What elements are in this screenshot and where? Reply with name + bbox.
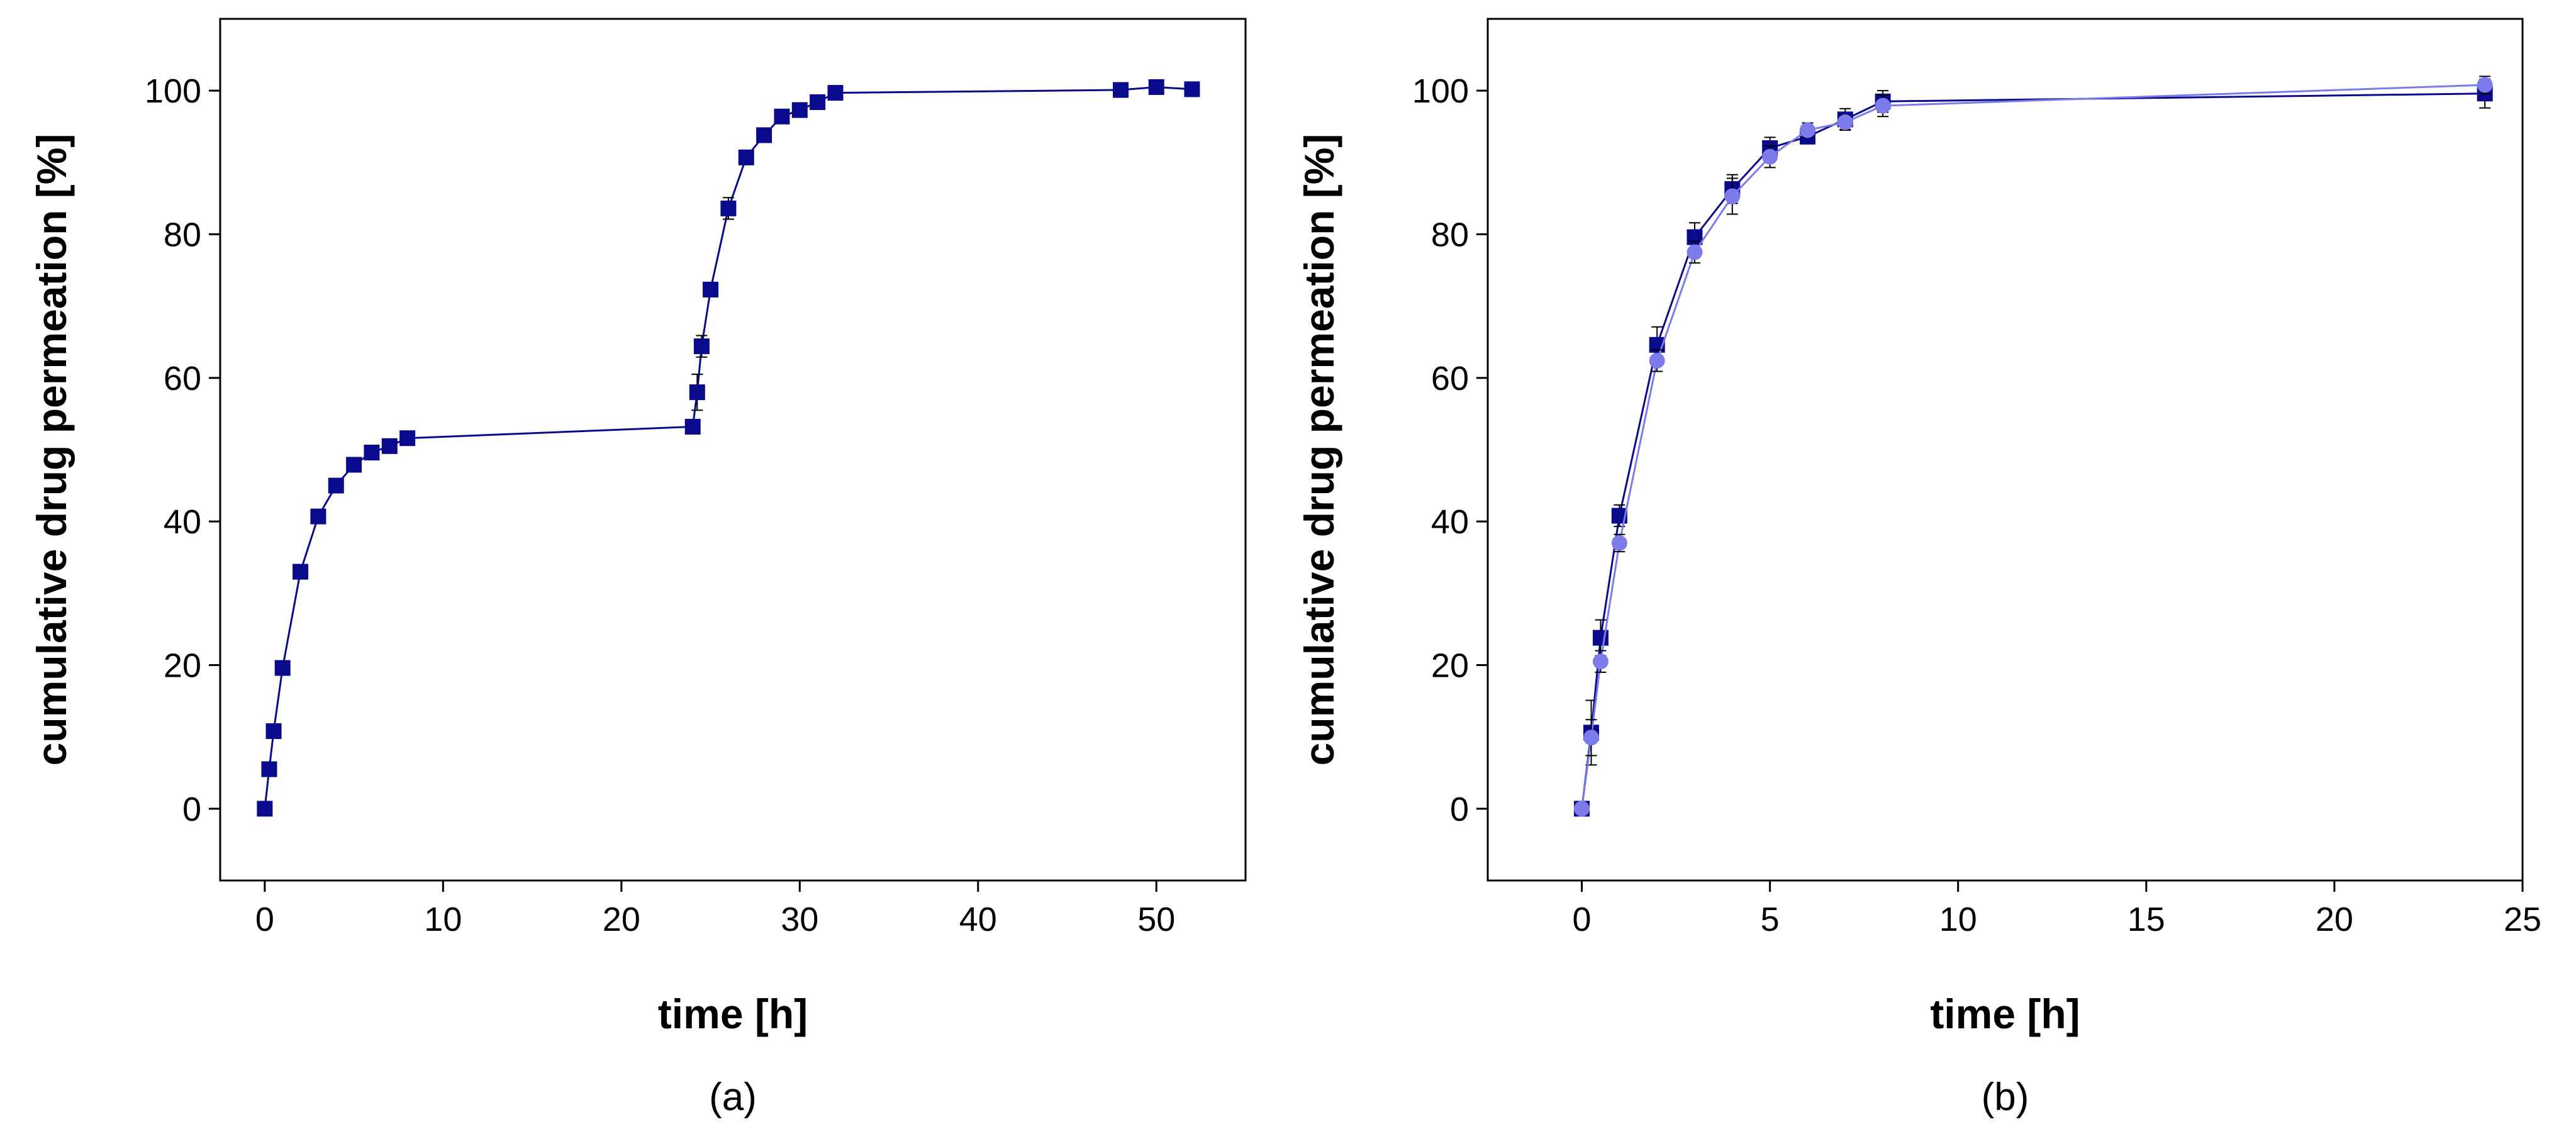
data-point [293, 564, 309, 580]
data-point [1184, 81, 1200, 97]
chart-panel-a: 0 10 20 30 40 50 0 20 40 60 80 100 time [h] cumulativ… [28, 18, 1247, 1119]
x-tick-label: 0 [1573, 901, 1592, 938]
x-tick-label: 10 [1939, 901, 1977, 938]
x-tick-label: 25 [2504, 901, 2541, 938]
data-point [684, 418, 701, 435]
data-point [310, 508, 326, 525]
x-tick-label: 5 [1761, 901, 1780, 938]
x-axis-title: time [h] [1930, 991, 2080, 1037]
series-line [1581, 92, 2485, 809]
y-tick-label: 60 [164, 360, 201, 397]
y-tick-label: 0 [1450, 791, 1469, 828]
y-axis-title: cumulative drug permeation [%] [1296, 134, 1342, 766]
data-point [381, 438, 398, 454]
data-point [1724, 188, 1741, 204]
data-point [689, 384, 705, 401]
data-point [1583, 730, 1599, 746]
x-tick-label: 20 [2316, 901, 2353, 938]
data-point [364, 445, 380, 461]
data-point [1837, 114, 1853, 130]
x-tick-label: 20 [603, 901, 640, 938]
series-line [1581, 84, 2485, 809]
data-point [1799, 122, 1815, 138]
data-point [774, 108, 790, 125]
data-point [261, 761, 277, 777]
y-tick-label: 80 [1431, 216, 1469, 254]
y-tick-label: 80 [164, 216, 201, 254]
y-tick-label: 40 [164, 503, 201, 541]
y-tick-label: 40 [1431, 503, 1469, 541]
data-point [1649, 352, 1665, 369]
x-axis-title: time [h] [658, 991, 808, 1037]
data-point [265, 723, 282, 740]
data-point [1113, 82, 1129, 98]
x-tick-label: 0 [255, 901, 274, 938]
data-point [2477, 77, 2493, 93]
data-point [1611, 535, 1627, 551]
y-tick-label: 100 [1412, 72, 1469, 110]
x-tick-label: 50 [1137, 901, 1175, 938]
data-point [1762, 148, 1778, 165]
data-point [346, 457, 362, 473]
data-point [1687, 244, 1703, 260]
panel-label: (a) [709, 1075, 757, 1119]
data-point [703, 281, 719, 297]
y-tick-label: 20 [164, 647, 201, 685]
data-point [810, 94, 826, 110]
data-point [693, 338, 710, 355]
plot-frame [219, 18, 1247, 882]
data-point [257, 801, 273, 817]
chart-panel-b: 0 5 10 15 20 25 0 20 40 60 80 100 time [h] cumulative… [1296, 18, 2541, 1119]
data-point [720, 200, 737, 216]
series-2 [1574, 75, 2493, 817]
data-point [274, 660, 291, 676]
series-1 [1574, 78, 2493, 817]
y-tick-label: 0 [182, 791, 201, 828]
y-tick-label: 20 [1431, 647, 1469, 685]
y-axis-title: cumulative drug permeation [%] [28, 134, 75, 766]
data-point [1875, 97, 1891, 114]
plot-frame [1486, 18, 2524, 882]
data-point [1592, 653, 1609, 670]
x-tick-label: 15 [2127, 901, 2165, 938]
data-point [328, 477, 344, 494]
panel-label: (b) [1982, 1075, 2029, 1119]
x-tick-label: 30 [781, 901, 818, 938]
data-point [791, 102, 808, 118]
data-point [756, 127, 772, 143]
series-1 [257, 79, 1200, 817]
y-tick-label: 60 [1431, 360, 1469, 397]
x-tick-label: 40 [959, 901, 997, 938]
data-point [399, 430, 416, 447]
y-tick-label: 100 [145, 72, 201, 110]
data-point [738, 149, 754, 165]
data-point [1574, 801, 1590, 817]
data-point [827, 85, 844, 101]
x-tick-label: 10 [424, 901, 462, 938]
data-point [1148, 79, 1164, 95]
series-line [264, 86, 1193, 809]
